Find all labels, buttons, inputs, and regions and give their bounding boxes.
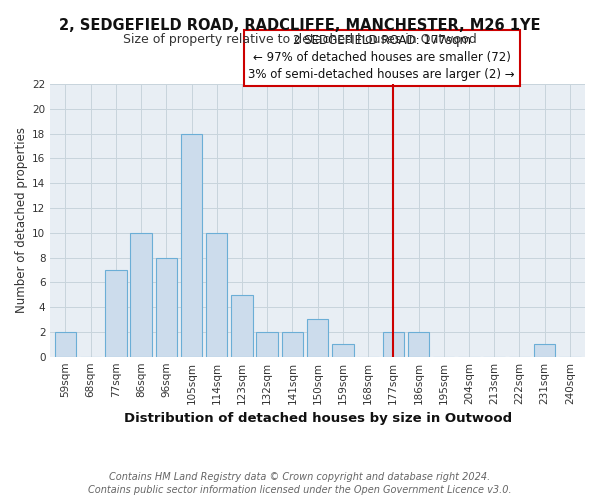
Bar <box>55 332 76 356</box>
Bar <box>332 344 353 356</box>
Text: Size of property relative to detached houses in Outwood: Size of property relative to detached ho… <box>123 32 477 46</box>
Bar <box>155 258 177 356</box>
Bar <box>105 270 127 356</box>
Text: Contains public sector information licensed under the Open Government Licence v3: Contains public sector information licen… <box>88 485 512 495</box>
X-axis label: Distribution of detached houses by size in Outwood: Distribution of detached houses by size … <box>124 412 512 425</box>
Bar <box>130 232 152 356</box>
Bar <box>383 332 404 356</box>
Y-axis label: Number of detached properties: Number of detached properties <box>15 128 28 314</box>
Bar <box>307 320 328 356</box>
Bar <box>408 332 429 356</box>
Bar <box>534 344 556 356</box>
Bar <box>206 232 227 356</box>
Bar <box>256 332 278 356</box>
Bar <box>231 294 253 356</box>
Text: Contains HM Land Registry data © Crown copyright and database right 2024.: Contains HM Land Registry data © Crown c… <box>109 472 491 482</box>
Text: 2 SEDGEFIELD ROAD: 177sqm
← 97% of detached houses are smaller (72)
3% of semi-d: 2 SEDGEFIELD ROAD: 177sqm ← 97% of detac… <box>248 34 515 82</box>
Bar <box>181 134 202 356</box>
Bar <box>281 332 303 356</box>
Text: 2, SEDGEFIELD ROAD, RADCLIFFE, MANCHESTER, M26 1YE: 2, SEDGEFIELD ROAD, RADCLIFFE, MANCHESTE… <box>59 18 541 32</box>
